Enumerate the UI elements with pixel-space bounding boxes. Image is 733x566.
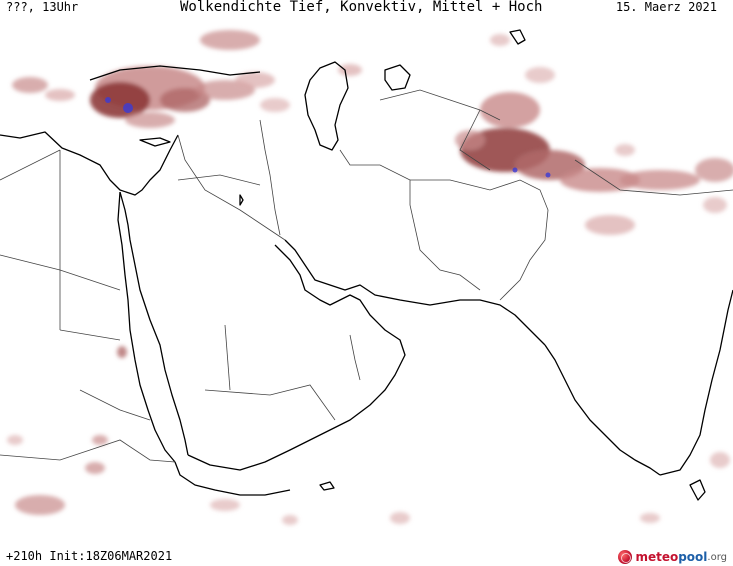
weather-map [0, 29, 733, 525]
cloud-patch-himalaya [455, 34, 733, 235]
convective-cells [105, 97, 551, 178]
meteopool-logo[interactable]: meteo pool .org [618, 550, 727, 564]
logo-text-pool: pool [678, 550, 708, 564]
forecast-time-label: ???, 13Uhr [6, 0, 79, 14]
globe-icon [618, 550, 633, 564]
logo-text-org: .org [707, 551, 727, 563]
model-run-info: +210h Init:18Z06MAR2021 [6, 549, 173, 563]
coastlines [0, 29, 733, 501]
country-borders [0, 89, 733, 463]
logo-text-meteo: meteo [635, 550, 679, 564]
cloud-patch-turkey [12, 30, 362, 128]
forecast-date: 15. Maerz 2021 [615, 0, 717, 14]
map-title: Wolkendichte Tief, Konvektiv, Mittel + H… [180, 0, 543, 15]
cloud-patch-africa [7, 346, 730, 525]
cloud-density-layer [7, 30, 733, 525]
